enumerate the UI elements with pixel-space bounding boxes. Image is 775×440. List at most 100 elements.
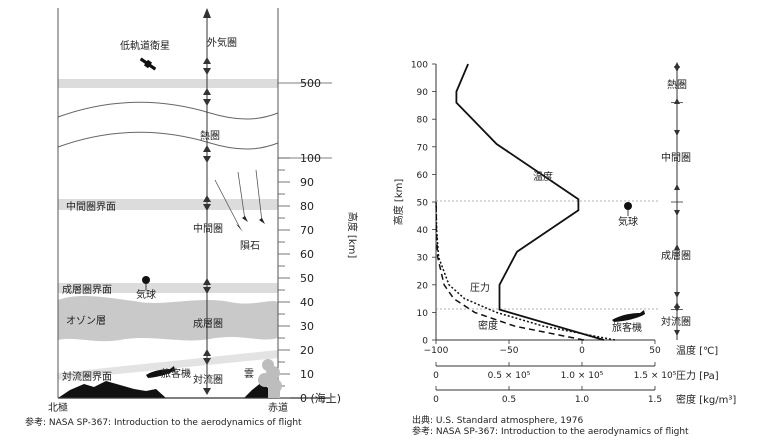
axis-arrow-marker — [203, 195, 211, 202]
density-tick-label: 0.5 — [502, 395, 516, 405]
airliner-label: 旅客機 — [161, 367, 191, 380]
altitude-tick-label: 50 — [300, 272, 314, 285]
chart-airliner-icon — [612, 310, 645, 322]
altitude-scale-ticks — [278, 157, 290, 399]
altitude-tick-label: 0 (海上) — [300, 391, 341, 405]
layer-scale-arrow — [674, 244, 680, 250]
temperature-tick-labels: −100 −50 0 50 — [424, 346, 661, 356]
thermosphere-label: 熱圏 — [200, 129, 220, 142]
airliner-icon — [146, 366, 175, 378]
y-axis-ticks — [432, 63, 436, 341]
ozone-layer-label: オゾン層 — [66, 315, 106, 327]
ozone-layer-band — [58, 296, 278, 342]
density-tick-labels: 0 0.5 1.0 1.5 — [433, 395, 662, 405]
balloon-icon — [142, 276, 150, 290]
layer-scale-arrow — [674, 98, 680, 104]
axis-arrow-markers — [203, 57, 211, 395]
y-axis-tick-label: 50 — [417, 199, 429, 209]
satellite-icon — [139, 57, 157, 71]
pressure-tick-labels: 0 0.5 × 10⁵ 1.0 × 10⁵ 1.5 × 10⁵ — [433, 371, 677, 381]
axis-arrow-marker — [203, 57, 211, 64]
tropopause-band — [58, 350, 278, 380]
axis-arrow-marker — [203, 388, 211, 395]
axis-arrow-marker — [203, 204, 211, 211]
chart-airliner-label: 旅客機 — [612, 321, 642, 334]
pressure-tick-label: 1.0 × 10⁵ — [561, 371, 604, 381]
mesopause-label: 中間圏界面 — [66, 200, 116, 213]
altitude-tick-label: 90 — [300, 176, 314, 189]
density-tick-label: 0 — [433, 395, 439, 405]
layer-scale-arrow — [674, 66, 680, 72]
y-axis-tick-label: 30 — [417, 254, 429, 264]
pressure-axis-label: 圧力 [Pa] — [676, 369, 719, 382]
altitude-scale-labels: 500 100 90 80 70 60 50 40 30 20 10 0 (海上) — [300, 77, 341, 405]
cloud-icon — [258, 359, 282, 398]
right-reference-text: 参考: NASA SP-367: Introduction to the aer… — [412, 425, 689, 437]
axis-arrow-marker — [203, 99, 211, 106]
right-chart-panel: 0 10 20 30 40 50 60 70 80 90 100 高度 [km] −100 −50 0 5… — [392, 61, 736, 438]
density-tick-label: 1.5 — [648, 395, 662, 405]
layer-scale-arrow — [674, 130, 680, 136]
altitude-tick-label: 40 — [300, 296, 314, 309]
y-axis-tick-label: 90 — [417, 88, 429, 98]
axis-arrow-marker — [203, 287, 211, 294]
cloud-label: 雲 — [244, 368, 254, 380]
axis-arrow-marker — [203, 68, 211, 75]
north-pole-label: 北極 — [48, 401, 68, 414]
temperature-ticks — [435, 340, 656, 344]
axis-arrow-marker — [203, 145, 211, 152]
layer-label-mesosphere: 中間圏 — [661, 151, 691, 164]
density-tick-label: 1.0 — [575, 395, 590, 405]
altitude-tick-label: 20 — [300, 344, 314, 357]
layer-label-thermosphere: 熱圏 — [667, 78, 687, 91]
layer-scale-arrow — [674, 330, 680, 336]
exosphere-label: 外気圏 — [207, 36, 237, 49]
layer-scale-arrow — [674, 210, 680, 216]
pressure-curve-label: 圧力 — [470, 281, 490, 294]
meteor-label: 隕石 — [240, 240, 260, 252]
pressure-tick-label: 0.5 × 10⁵ — [488, 371, 531, 381]
y-axis-tick-label: 40 — [417, 226, 429, 236]
stratopause-label: 成層圏界面 — [62, 284, 112, 296]
thermosphere-upper-boundary — [57, 101, 279, 120]
mesopause-band — [58, 199, 278, 210]
temperature-tick-label: −100 — [424, 346, 449, 356]
altitude-tick-label: 500 — [300, 77, 321, 90]
density-series-line — [435, 201, 616, 341]
left-atmosphere-panel: 500 100 90 80 70 60 50 40 30 20 10 0 (海上) 高度 [km] 低… — [25, 8, 359, 428]
stratosphere-label: 成層圏 — [193, 318, 223, 330]
axis-arrow-marker — [203, 88, 211, 95]
density-ticks — [435, 386, 656, 390]
axis-arrow-marker — [203, 278, 211, 285]
axis-arrow-marker — [203, 358, 211, 365]
axis-top-arrow — [203, 8, 211, 18]
pressure-tick-label: 1.5 × 10⁵ — [634, 371, 677, 381]
axis-arrow-marker — [203, 156, 211, 163]
density-curve-label: 密度 — [478, 319, 498, 332]
altitude-tick-label: 100 — [300, 152, 321, 165]
thermosphere-lower-boundary — [57, 131, 279, 150]
density-axis-label: 密度 [kg/m³] — [676, 393, 736, 406]
temperature-axis-label: 温度 [℃] — [676, 344, 718, 357]
temperature-tick-label: −50 — [500, 346, 519, 356]
y-axis-tick-label: 100 — [411, 61, 428, 71]
altitude-tick-label: 60 — [300, 248, 314, 261]
mountain-silhouette — [58, 381, 166, 398]
pressure-ticks — [435, 362, 656, 366]
pressure-series-line — [435, 201, 585, 341]
band-500km — [58, 79, 278, 88]
troposphere-label: 対流圏 — [193, 373, 223, 386]
chart-balloon-label: 気球 — [618, 215, 638, 228]
layer-scale-arrow — [674, 292, 680, 298]
y-axis-label: 高度 [km] — [392, 179, 405, 226]
left-reference-text: 参考: NASA SP-367: Introduction to the aer… — [25, 416, 302, 428]
y-axis-tick-label: 60 — [417, 171, 429, 181]
y-axis-tick-label: 20 — [417, 281, 429, 291]
altitude-tick-label: 70 — [300, 224, 314, 237]
meteor-icon — [214, 169, 265, 232]
altitude-tick-label: 30 — [300, 320, 314, 333]
balloon-label: 気球 — [136, 288, 156, 301]
mesosphere-label: 中間圏 — [193, 222, 223, 235]
temperature-tick-label: 50 — [649, 346, 661, 356]
chart-balloon-icon — [624, 202, 632, 216]
